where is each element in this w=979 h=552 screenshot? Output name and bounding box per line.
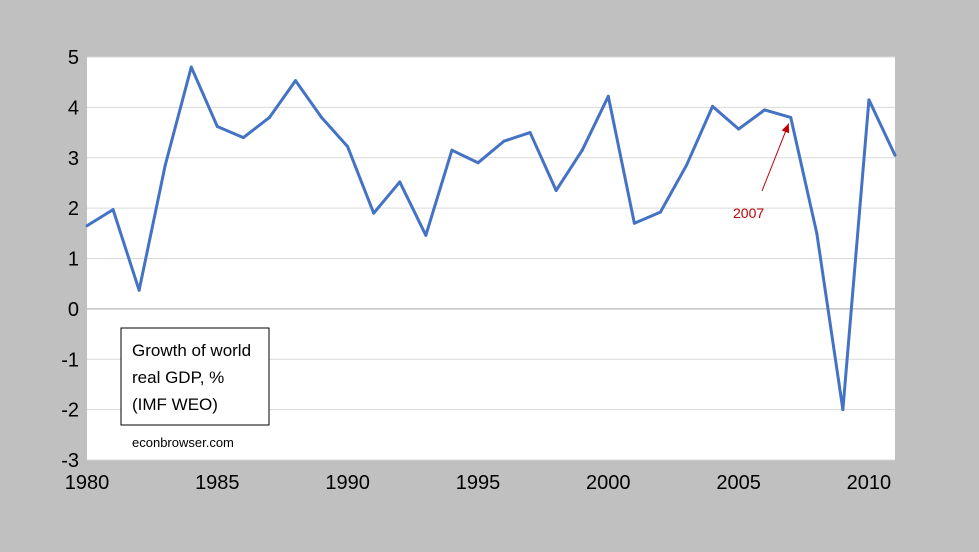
data-point: [502, 139, 506, 143]
x-tick-label: 2010: [847, 472, 892, 494]
data-point: [372, 211, 376, 215]
legend-line-1: Growth of world: [132, 341, 251, 360]
data-point: [137, 288, 141, 292]
legend-line-2: real GDP, %: [132, 368, 224, 387]
x-tick-label: 1990: [325, 472, 370, 494]
data-point: [476, 161, 480, 165]
y-tick-label: 2: [68, 198, 79, 220]
legend-frame: [120, 327, 270, 426]
x-tick-label: 2000: [586, 472, 631, 494]
data-point: [450, 148, 454, 152]
x-tick-label: 1995: [456, 472, 501, 494]
annotation: 2007: [733, 123, 790, 221]
data-point: [424, 233, 428, 237]
grid-lines: [87, 56, 895, 461]
data-point: [554, 188, 558, 192]
data-point: [658, 210, 662, 214]
data-point: [398, 180, 402, 184]
annotation-label: 2007: [733, 205, 764, 221]
data-point: [267, 115, 271, 119]
data-point: [737, 127, 741, 131]
data-point: [580, 148, 584, 152]
series-layer: [85, 65, 897, 412]
y-tick-label: -3: [61, 450, 79, 472]
data-point: [346, 145, 350, 149]
annotation-arrow-head: [781, 123, 790, 134]
y-tick-label: 1: [68, 249, 79, 271]
data-point: [163, 163, 167, 167]
data-point: [711, 104, 715, 108]
data-point: [815, 231, 819, 235]
data-point: [241, 136, 245, 140]
y-tick-label: 5: [68, 47, 79, 69]
data-point: [789, 115, 793, 119]
data-point: [294, 79, 298, 83]
data-point: [320, 115, 324, 119]
annotation-arrow-shaft: [761, 123, 790, 192]
y-tick-label: 4: [68, 97, 79, 119]
y-tick-label: -2: [61, 400, 79, 422]
x-tick-label: 2005: [716, 472, 761, 494]
data-point: [763, 108, 767, 112]
legend-box: Growth of world real GDP, % (IMF WEO): [120, 327, 270, 426]
data-point: [684, 163, 688, 167]
series-line: [86, 65, 897, 412]
y-tick-labels: 5 4 3 2 1 0 -1 -2 -3: [61, 47, 79, 472]
y-tick-label: -1: [61, 349, 79, 371]
data-point: [528, 131, 532, 135]
data-point: [893, 153, 897, 157]
data-point: [111, 208, 115, 212]
y-tick-label: 3: [68, 148, 79, 170]
data-point: [85, 224, 89, 228]
data-point: [189, 65, 193, 69]
legend-line-3: (IMF WEO): [132, 395, 218, 414]
data-point: [632, 221, 636, 225]
data-point: [867, 98, 871, 102]
data-point: [606, 94, 610, 98]
x-tick-labels: 1980 1985 1990 1995 2000 2005 2010: [65, 472, 891, 494]
data-point: [841, 408, 845, 412]
data-point: [215, 125, 219, 129]
x-tick-label: 1985: [195, 472, 240, 494]
x-tick-label: 1980: [65, 472, 110, 494]
source-label: econbrowser.com: [132, 435, 234, 450]
y-tick-label: 0: [68, 299, 79, 321]
